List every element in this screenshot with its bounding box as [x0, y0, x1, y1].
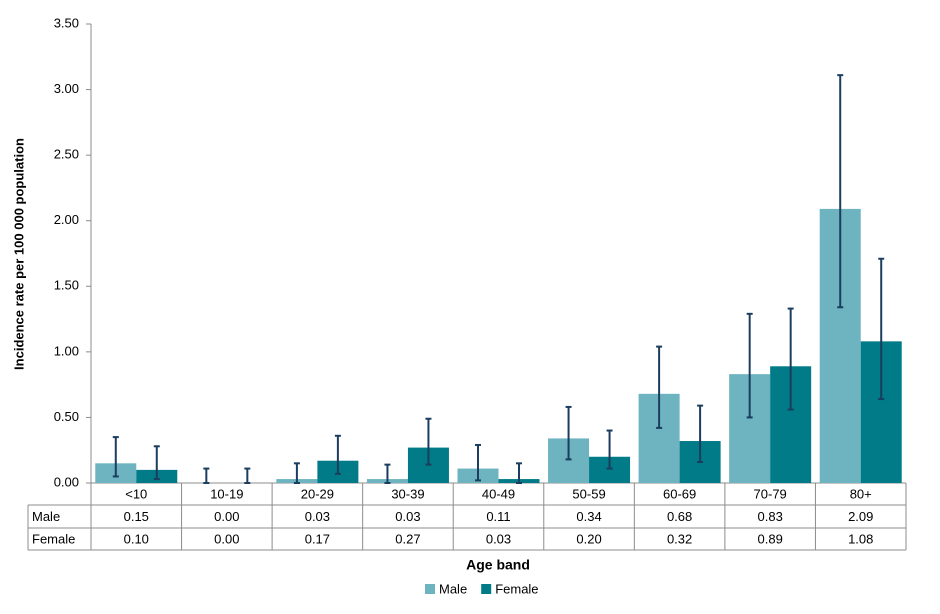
table-cell: 2.09 — [848, 509, 873, 524]
table-cell: 0.34 — [576, 509, 601, 524]
table-cell: 0.20 — [576, 531, 601, 546]
table-cell: 1.08 — [848, 531, 873, 546]
y-axis-title: Incidence rate per 100 000 population — [11, 138, 26, 370]
table-cell: 0.03 — [305, 509, 330, 524]
y-tick-label: 2.00 — [54, 212, 79, 227]
table-cell: 0.17 — [305, 531, 330, 546]
y-tick-label: 3.50 — [54, 15, 79, 30]
table-row-label: Male — [32, 509, 60, 524]
x-tick-label: 80+ — [850, 486, 872, 501]
y-tick-label: 2.50 — [54, 147, 79, 162]
table-cell: 0.10 — [124, 531, 149, 546]
error-bar — [475, 443, 481, 482]
error-bar — [203, 467, 210, 484]
x-axis-title: Age band — [466, 557, 530, 573]
y-tick-label: 1.00 — [54, 343, 79, 358]
legend-label: Female — [495, 581, 538, 596]
table-cell: 0.03 — [395, 509, 420, 524]
error-bar — [516, 462, 522, 484]
y-tick-label: 0.50 — [54, 409, 79, 424]
y-tick-label: 1.50 — [54, 278, 79, 293]
error-bar — [153, 445, 160, 481]
error-bar — [656, 345, 663, 429]
x-tick-label: 20-29 — [301, 486, 334, 501]
table-cell: 0.03 — [486, 531, 511, 546]
table-cell: 0.00 — [214, 531, 239, 546]
x-tick-label: 10-19 — [210, 486, 243, 501]
table-row-label: Female — [32, 531, 75, 546]
table-cell: 0.83 — [758, 509, 783, 524]
x-tick-label: 40-49 — [482, 486, 515, 501]
x-tick-label: 70-79 — [754, 486, 787, 501]
table-cell: 0.00 — [214, 509, 239, 524]
error-bar — [606, 429, 613, 470]
table-cell: 0.27 — [395, 531, 420, 546]
error-bar — [112, 436, 119, 478]
error-bar — [384, 463, 391, 484]
legend-label: Male — [439, 581, 467, 596]
y-tick-label: 0.00 — [54, 474, 79, 489]
table-cell: 0.11 — [486, 509, 510, 524]
error-bar — [425, 417, 432, 466]
table-cell: 0.89 — [758, 531, 783, 546]
x-tick-label: 50-59 — [572, 486, 605, 501]
error-bar — [878, 257, 885, 401]
error-bar — [244, 467, 251, 484]
table-cell: 0.32 — [667, 531, 692, 546]
legend-swatch — [481, 584, 492, 594]
table-cell: 0.68 — [667, 509, 692, 524]
error-bar — [746, 312, 753, 419]
x-tick-label: 30-39 — [391, 486, 424, 501]
error-bar — [837, 74, 844, 309]
y-tick-label: 3.00 — [54, 81, 79, 96]
error-bar — [565, 405, 572, 461]
error-bar — [787, 307, 794, 411]
legend-swatch — [425, 584, 435, 594]
error-bar — [334, 434, 341, 475]
x-tick-label: <10 — [125, 486, 147, 501]
table-cell: 0.15 — [124, 509, 149, 524]
x-tick-label: 60-69 — [663, 486, 696, 501]
error-bar — [697, 404, 704, 464]
error-bar — [293, 462, 300, 484]
